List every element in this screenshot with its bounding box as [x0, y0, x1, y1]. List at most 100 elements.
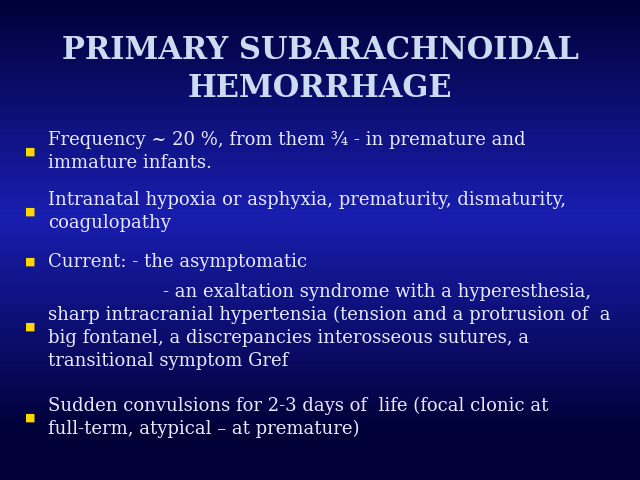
- Bar: [0, 281, 640, 282]
- Bar: [0, 315, 640, 316]
- Bar: [0, 441, 640, 442]
- Bar: [0, 436, 640, 437]
- Bar: [0, 224, 640, 225]
- Bar: [0, 435, 640, 436]
- Bar: [0, 265, 640, 266]
- Bar: [0, 400, 640, 401]
- Bar: [0, 299, 640, 300]
- Bar: [0, 12, 640, 13]
- Bar: [0, 31, 640, 32]
- Bar: [0, 194, 640, 195]
- Bar: [0, 161, 640, 162]
- Bar: [0, 324, 640, 325]
- Bar: [0, 446, 640, 447]
- Bar: [0, 449, 640, 450]
- Bar: [0, 331, 640, 332]
- Bar: [0, 37, 640, 38]
- Bar: [0, 253, 640, 254]
- Bar: [0, 75, 640, 76]
- Bar: [0, 440, 640, 441]
- Bar: [0, 461, 640, 462]
- Bar: [0, 296, 640, 297]
- Text: ■: ■: [26, 206, 36, 216]
- Bar: [0, 349, 640, 350]
- Bar: [0, 379, 640, 380]
- Bar: [0, 126, 640, 127]
- Bar: [0, 5, 640, 6]
- Bar: [0, 452, 640, 453]
- Bar: [0, 123, 640, 124]
- Bar: [0, 257, 640, 258]
- Bar: [0, 182, 640, 183]
- Bar: [0, 114, 640, 115]
- Bar: [0, 407, 640, 408]
- Bar: [0, 73, 640, 74]
- Bar: [0, 141, 640, 142]
- Bar: [0, 442, 640, 443]
- Bar: [0, 262, 640, 263]
- Bar: [0, 127, 640, 128]
- Bar: [0, 6, 640, 7]
- Bar: [0, 29, 640, 30]
- Bar: [0, 202, 640, 203]
- Bar: [0, 143, 640, 144]
- Bar: [0, 297, 640, 298]
- Bar: [0, 19, 640, 20]
- Bar: [0, 392, 640, 393]
- Bar: [0, 254, 640, 255]
- Bar: [0, 311, 640, 312]
- Bar: [0, 273, 640, 274]
- Bar: [0, 26, 640, 27]
- Bar: [0, 381, 640, 382]
- Bar: [0, 148, 640, 149]
- Bar: [0, 308, 640, 309]
- Bar: [0, 286, 640, 287]
- Text: PRIMARY SUBARACHNOIDAL: PRIMARY SUBARACHNOIDAL: [61, 35, 579, 66]
- Bar: [0, 419, 640, 420]
- Bar: [0, 391, 640, 392]
- Bar: [0, 235, 640, 236]
- Bar: [0, 56, 640, 57]
- Text: Sudden convulsions for 2-3 days of  life (focal clonic at
full-term, atypical – : Sudden convulsions for 2-3 days of life …: [48, 397, 548, 438]
- Bar: [0, 179, 640, 180]
- Bar: [0, 294, 640, 295]
- Bar: [0, 460, 640, 461]
- Bar: [0, 113, 640, 114]
- Bar: [0, 467, 640, 468]
- Bar: [0, 267, 640, 268]
- Bar: [0, 385, 640, 386]
- Bar: [0, 98, 640, 99]
- Bar: [0, 434, 640, 435]
- Bar: [0, 36, 640, 37]
- Bar: [0, 30, 640, 31]
- Bar: [0, 34, 640, 35]
- Bar: [0, 266, 640, 267]
- Bar: [0, 358, 640, 359]
- Bar: [0, 187, 640, 188]
- Bar: [0, 7, 640, 8]
- Bar: [0, 357, 640, 358]
- Bar: [0, 212, 640, 213]
- Bar: [0, 190, 640, 191]
- Bar: [0, 387, 640, 388]
- Bar: [0, 142, 640, 143]
- Bar: [0, 255, 640, 256]
- Bar: [0, 347, 640, 348]
- Bar: [0, 80, 640, 81]
- Bar: [0, 43, 640, 44]
- Bar: [0, 197, 640, 198]
- Bar: [0, 303, 640, 304]
- Bar: [0, 470, 640, 471]
- Bar: [0, 226, 640, 227]
- Bar: [0, 278, 640, 279]
- Bar: [0, 240, 640, 241]
- Bar: [0, 221, 640, 222]
- Bar: [0, 277, 640, 278]
- Bar: [0, 377, 640, 378]
- Bar: [0, 181, 640, 182]
- Bar: [0, 342, 640, 343]
- Bar: [0, 61, 640, 62]
- Bar: [0, 356, 640, 357]
- Bar: [0, 243, 640, 244]
- Bar: [0, 79, 640, 80]
